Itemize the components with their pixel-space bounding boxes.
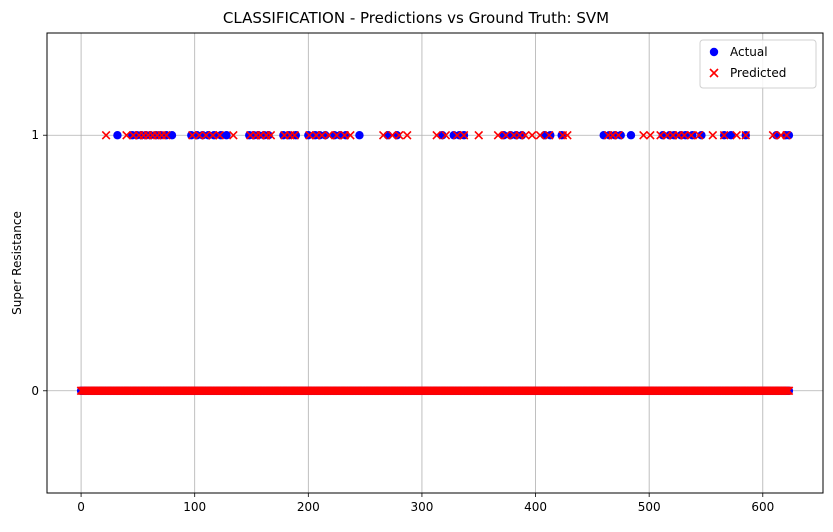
predicted-point xyxy=(544,130,554,140)
x-tick-label: 500 xyxy=(638,500,661,514)
predicted-point xyxy=(520,130,530,140)
predicted-point xyxy=(194,130,204,140)
predicted-point xyxy=(394,130,404,140)
actual-point xyxy=(626,131,636,140)
predicted-point xyxy=(614,130,623,140)
axis-ticks: 0 100 200 300 400 500 600 0 1 xyxy=(31,128,774,514)
predicted-point xyxy=(768,130,778,140)
predicted-point xyxy=(782,130,792,140)
predicted-point xyxy=(317,130,327,140)
actual-point xyxy=(209,131,219,140)
y-axis-label: Super Resistance xyxy=(10,211,24,315)
predicted-point xyxy=(228,130,238,140)
plot-frame xyxy=(46,32,824,494)
predicted-point xyxy=(345,130,355,140)
predicted-point xyxy=(783,386,793,396)
actual-point xyxy=(113,131,122,140)
predicted-point xyxy=(719,130,729,140)
predicted-point xyxy=(527,130,537,140)
predicted-point xyxy=(459,130,469,140)
predicted-point xyxy=(694,130,704,140)
predicted-point xyxy=(161,130,171,140)
predicted-point xyxy=(432,130,442,140)
predicted-point xyxy=(645,130,655,140)
predicted-point xyxy=(639,130,648,140)
actual-point xyxy=(546,131,555,140)
x-tick-label: 100 xyxy=(183,500,206,514)
predicted-point xyxy=(656,130,665,140)
legend-predicted-label: Predicted xyxy=(730,66,786,80)
predicted-point xyxy=(388,130,397,140)
actual-point xyxy=(784,131,794,140)
predicted-point xyxy=(501,130,511,140)
y-tick-label: 0 xyxy=(31,384,39,398)
x-tick-label: 400 xyxy=(524,500,547,514)
legend-box xyxy=(699,39,817,89)
predicted-point xyxy=(290,130,300,140)
predicted-point xyxy=(452,130,462,140)
predicted-point xyxy=(188,130,197,140)
x-tick-label: 200 xyxy=(297,500,320,514)
actual-point xyxy=(697,131,706,140)
actual-point xyxy=(222,131,231,140)
predicted-point xyxy=(732,130,742,140)
predicted-point xyxy=(680,130,689,140)
predicted-point xyxy=(474,130,484,140)
predicted-point xyxy=(332,130,342,140)
actual-point xyxy=(167,131,177,140)
predicted-point xyxy=(402,130,412,140)
x-tick-label: 0 xyxy=(77,500,85,514)
predicted-point xyxy=(686,130,696,140)
actual-point xyxy=(291,131,301,140)
legend-actual-label: Actual xyxy=(730,45,768,59)
actual-point xyxy=(304,131,313,140)
predicted-point xyxy=(781,386,790,396)
actual-point xyxy=(341,131,351,140)
legend: Actual Predicted xyxy=(699,39,817,89)
predicted-point xyxy=(101,130,111,140)
legend-actual-marker xyxy=(709,47,719,57)
predicted-point xyxy=(215,130,225,140)
predicted-point xyxy=(782,386,792,396)
predicted-point xyxy=(122,130,131,140)
predicted-point xyxy=(708,130,718,140)
actual-point xyxy=(688,131,697,140)
actual-point xyxy=(681,131,690,140)
actual-point xyxy=(383,131,393,140)
predicted-point xyxy=(441,130,451,140)
predicted-point xyxy=(266,130,276,140)
actual-point xyxy=(264,131,273,140)
predicted-point xyxy=(535,130,545,140)
actual-point xyxy=(726,131,736,140)
y-tick-label: 1 xyxy=(31,128,39,142)
data-points xyxy=(76,130,794,396)
x-tick-label: 600 xyxy=(751,500,774,514)
predicted-point xyxy=(493,130,503,140)
predicted-point xyxy=(784,386,794,396)
chart-title: CLASSIFICATION - Predictions vs Ground T… xyxy=(223,9,609,27)
predicted-point xyxy=(324,130,334,140)
actual-point xyxy=(557,131,566,140)
predicted-point xyxy=(201,130,211,140)
predicted-point xyxy=(208,130,218,140)
actual-point xyxy=(355,131,364,140)
legend-predicted-marker xyxy=(709,68,719,78)
predicted-point xyxy=(741,130,751,140)
actual-point xyxy=(499,131,508,140)
actual-point xyxy=(616,131,625,140)
x-tick-label: 300 xyxy=(410,500,433,514)
predicted-point xyxy=(378,130,388,140)
predicted-point xyxy=(562,130,572,140)
grid xyxy=(47,33,823,493)
predicted-point xyxy=(305,130,314,140)
